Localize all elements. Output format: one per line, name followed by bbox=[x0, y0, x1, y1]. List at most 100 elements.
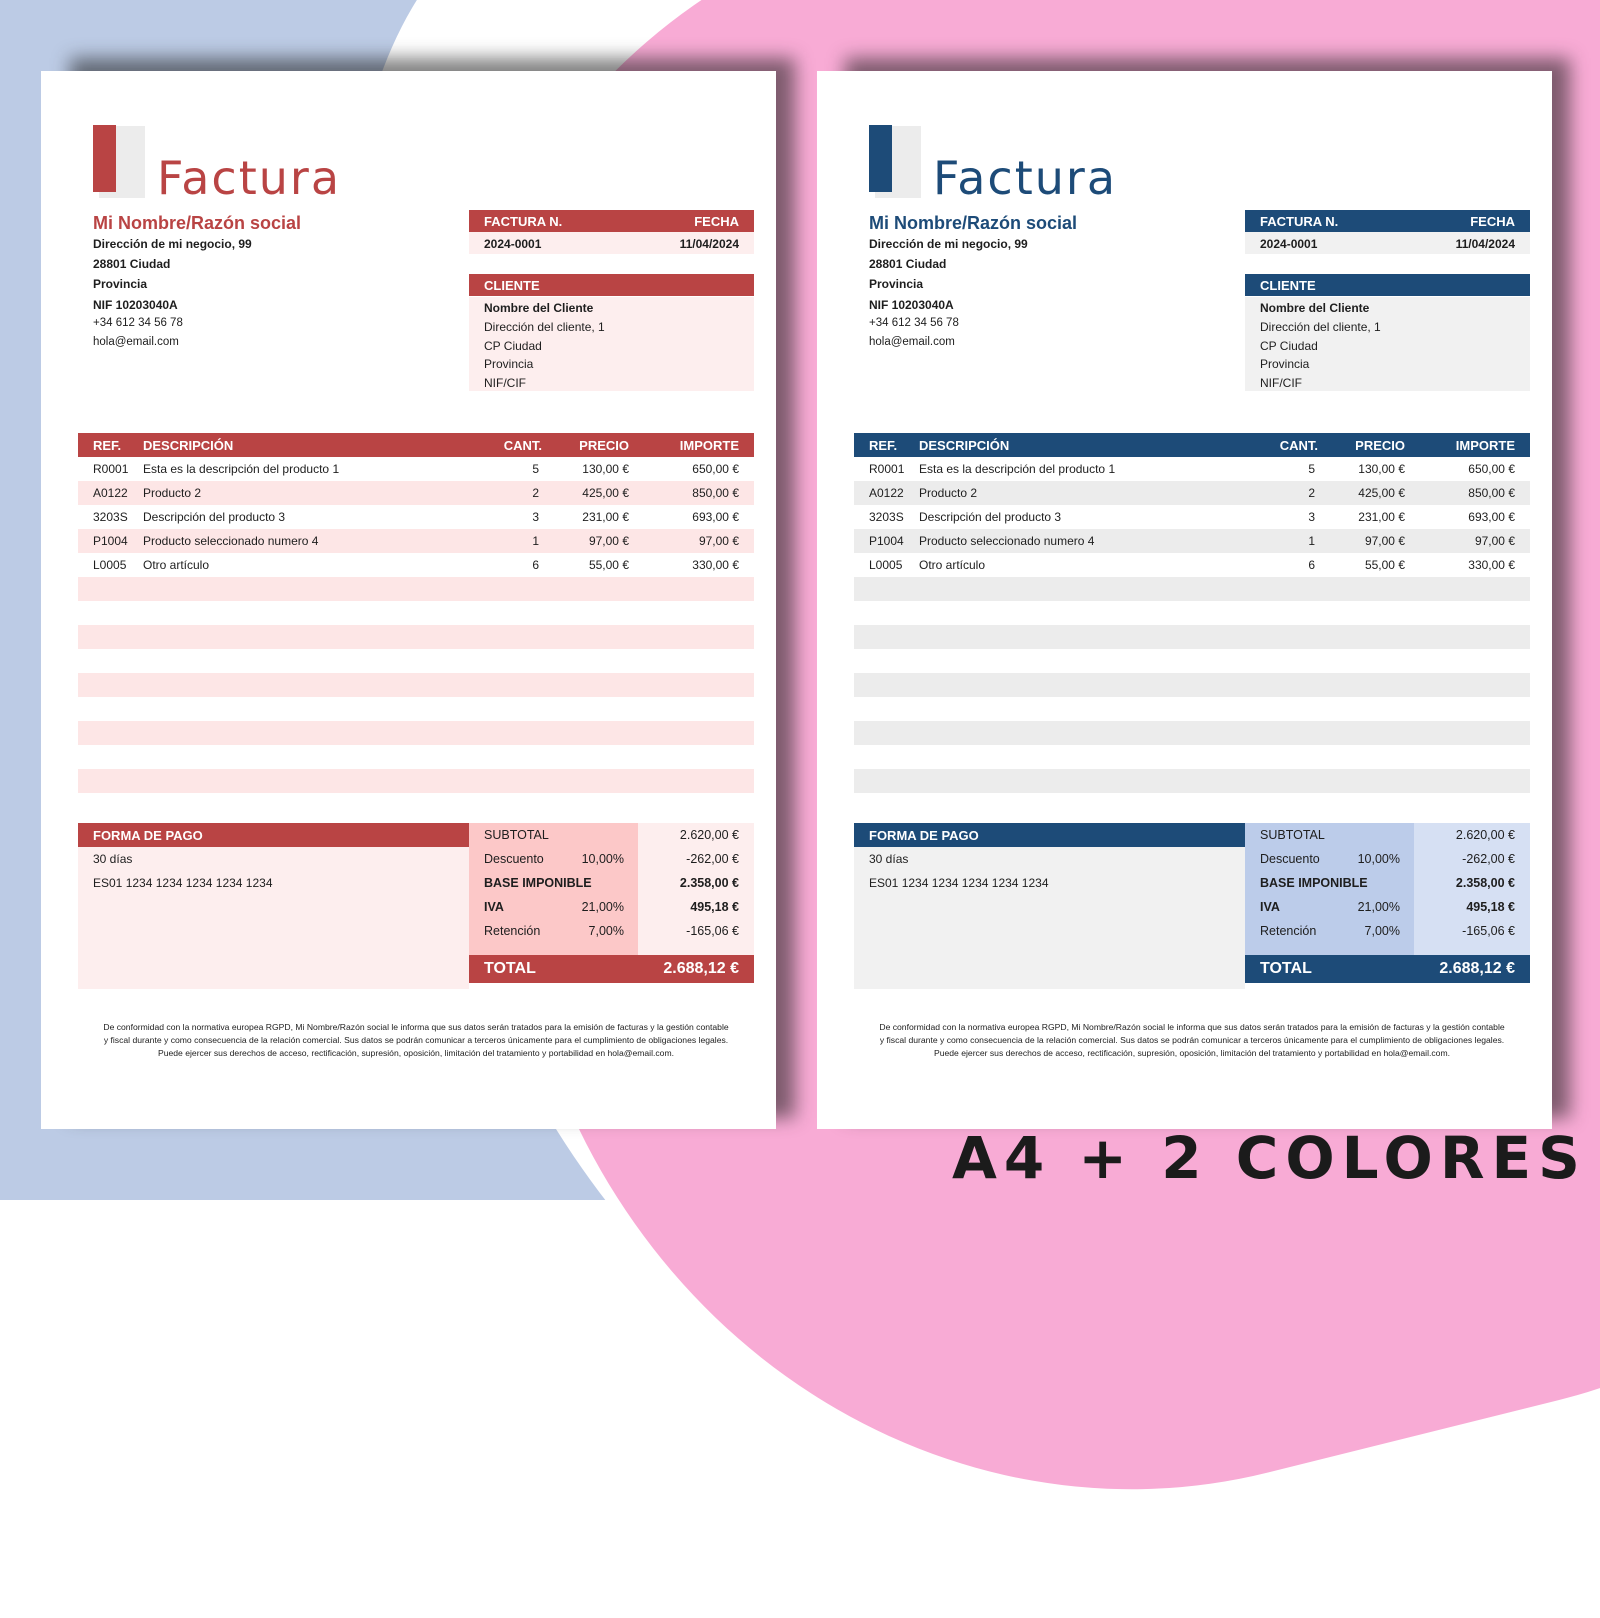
empty-table-row bbox=[78, 769, 754, 793]
item-qty: 2 bbox=[1308, 486, 1315, 500]
client-city: CP Ciudad bbox=[484, 339, 542, 353]
item-price: 97,00 € bbox=[1364, 534, 1405, 548]
retention-pct: 7,00% bbox=[1364, 924, 1400, 938]
subtotal-row: SUBTOTAL 2.620,00 € bbox=[1245, 823, 1530, 847]
item-amount: 330,00 € bbox=[692, 558, 739, 572]
client-nif: NIF/CIF bbox=[1260, 376, 1302, 390]
base-value: 2.358,00 € bbox=[1455, 876, 1515, 890]
payment-box: 30 días ES01 1234 1234 1234 1234 1234 bbox=[854, 847, 1245, 989]
table-row: P1004 Producto seleccionado numero 4 1 97,0… bbox=[854, 529, 1530, 553]
totals-panel-right bbox=[638, 823, 754, 955]
total-label: TOTAL bbox=[484, 960, 536, 977]
retention-value: -165,06 € bbox=[686, 924, 739, 938]
item-amount: 650,00 € bbox=[692, 462, 739, 476]
legal-line: Puede ejercer sus derechos de acceso, re… bbox=[157, 1048, 675, 1058]
total-bar: TOTAL 2.688,12 € bbox=[1245, 955, 1530, 983]
client-header: CLIENTE bbox=[469, 274, 754, 296]
invoice-date: 11/04/2024 bbox=[679, 237, 739, 251]
client-province: Provincia bbox=[1260, 357, 1310, 371]
item-price: 97,00 € bbox=[588, 534, 629, 548]
col-amount: IMPORTE bbox=[679, 438, 739, 453]
payment-iban: ES01 1234 1234 1234 1234 1234 bbox=[93, 876, 273, 890]
business-nif: NIF 10203040A bbox=[93, 298, 178, 312]
total-bar: TOTAL 2.688,12 € bbox=[469, 955, 754, 983]
item-desc: Esta es la descripción del producto 1 bbox=[143, 462, 340, 476]
retention-label: Retención bbox=[1260, 924, 1317, 938]
item-qty: 2 bbox=[532, 486, 539, 500]
empty-table-row bbox=[854, 721, 1530, 745]
col-qty: CANT. bbox=[1279, 438, 1318, 453]
client-name: Nombre del Cliente bbox=[484, 301, 594, 315]
empty-table-row bbox=[854, 649, 1530, 673]
item-ref: R0001 bbox=[869, 462, 905, 476]
item-amount: 97,00 € bbox=[698, 534, 739, 548]
items-table-header: REF. DESCRIPCIÓN CANT. PRECIO IMPORTE bbox=[854, 433, 1530, 457]
items-table-header: REF. DESCRIPCIÓN CANT. PRECIO IMPORTE bbox=[78, 433, 754, 457]
subtotal-row: SUBTOTAL 2.620,00 € bbox=[469, 823, 754, 847]
empty-table-row bbox=[78, 601, 754, 625]
invoice-meta-header: FACTURA N. FECHA bbox=[469, 210, 754, 232]
item-ref: A0122 bbox=[93, 486, 128, 500]
item-price: 130,00 € bbox=[582, 462, 629, 476]
invoice-meta-row: 2024-0001 11/04/2024 bbox=[1245, 232, 1530, 254]
payment-iban: ES01 1234 1234 1234 1234 1234 bbox=[869, 876, 1049, 890]
item-desc: Producto 2 bbox=[919, 486, 978, 500]
item-ref: P1004 bbox=[869, 534, 904, 548]
legal-line: y fiscal durante y como consecuencia de … bbox=[879, 1035, 1505, 1045]
item-desc: Producto 2 bbox=[143, 486, 202, 500]
legal-line: y fiscal durante y como consecuencia de … bbox=[103, 1035, 729, 1045]
discount-row: Descuento 10,00% -262,00 € bbox=[469, 847, 754, 871]
item-ref: L0005 bbox=[93, 558, 127, 572]
discount-pct: 10,00% bbox=[581, 852, 624, 866]
subtotal-label: SUBTOTAL bbox=[1260, 828, 1325, 842]
item-qty: 5 bbox=[1308, 462, 1315, 476]
payment-header: FORMA DE PAGO bbox=[78, 823, 469, 847]
col-price: PRECIO bbox=[579, 438, 629, 453]
empty-table-row bbox=[78, 649, 754, 673]
item-ref: 3203S bbox=[93, 510, 128, 524]
base-value: 2.358,00 € bbox=[679, 876, 739, 890]
subtotal-value: 2.620,00 € bbox=[679, 828, 739, 842]
col-ref: REF. bbox=[93, 438, 122, 453]
invoice-title: Factura bbox=[157, 151, 342, 205]
base-label: BASE IMPONIBLE bbox=[484, 876, 592, 890]
iva-value: 495,18 € bbox=[690, 900, 739, 914]
discount-pct: 10,00% bbox=[1357, 852, 1400, 866]
business-address: Dirección de mi negocio, 99 bbox=[869, 237, 1028, 251]
client-box: Nombre del Cliente Dirección del cliente… bbox=[469, 297, 754, 391]
client-label: CLIENTE bbox=[1260, 278, 1316, 293]
iva-label: IVA bbox=[484, 900, 504, 914]
totals-panel-right bbox=[1414, 823, 1530, 955]
payment-terms: 30 días bbox=[93, 852, 133, 866]
col-desc: DESCRIPCIÓN bbox=[919, 438, 1010, 453]
item-amount: 330,00 € bbox=[1468, 558, 1515, 572]
item-qty: 3 bbox=[1308, 510, 1315, 524]
legal-line: Puede ejercer sus derechos de acceso, re… bbox=[933, 1048, 1451, 1058]
payment-label: FORMA DE PAGO bbox=[93, 828, 203, 843]
client-city: CP Ciudad bbox=[1260, 339, 1318, 353]
col-qty: CANT. bbox=[503, 438, 542, 453]
retention-row: Retención 7,00% -165,06 € bbox=[469, 919, 754, 943]
invoice-date-label: FECHA bbox=[1470, 214, 1515, 229]
client-header: CLIENTE bbox=[1245, 274, 1530, 296]
col-ref: REF. bbox=[869, 438, 898, 453]
item-desc: Esta es la descripción del producto 1 bbox=[919, 462, 1116, 476]
payment-header: FORMA DE PAGO bbox=[854, 823, 1245, 847]
iva-label: IVA bbox=[1260, 900, 1280, 914]
retention-label: Retención bbox=[484, 924, 541, 938]
empty-table-row bbox=[854, 673, 1530, 697]
empty-table-row bbox=[78, 697, 754, 721]
client-name: Nombre del Cliente bbox=[1260, 301, 1370, 315]
iva-row: IVA 21,00% 495,18 € bbox=[1245, 895, 1530, 919]
table-row: R0001 Esta es la descripción del producto… bbox=[78, 457, 754, 481]
retention-row: Retención 7,00% -165,06 € bbox=[1245, 919, 1530, 943]
table-row: A0122 Producto 2 2 425,00 € 850,00 € bbox=[78, 481, 754, 505]
item-qty: 3 bbox=[532, 510, 539, 524]
caption: A4 + 2 COLORES bbox=[952, 1124, 1587, 1192]
subtotal-value: 2.620,00 € bbox=[1455, 828, 1515, 842]
item-ref: R0001 bbox=[93, 462, 129, 476]
retention-value: -165,06 € bbox=[1462, 924, 1515, 938]
total-value: 2.688,12 € bbox=[1439, 960, 1515, 977]
logo-accent-block bbox=[93, 125, 116, 192]
item-desc: Otro artículo bbox=[919, 558, 986, 572]
